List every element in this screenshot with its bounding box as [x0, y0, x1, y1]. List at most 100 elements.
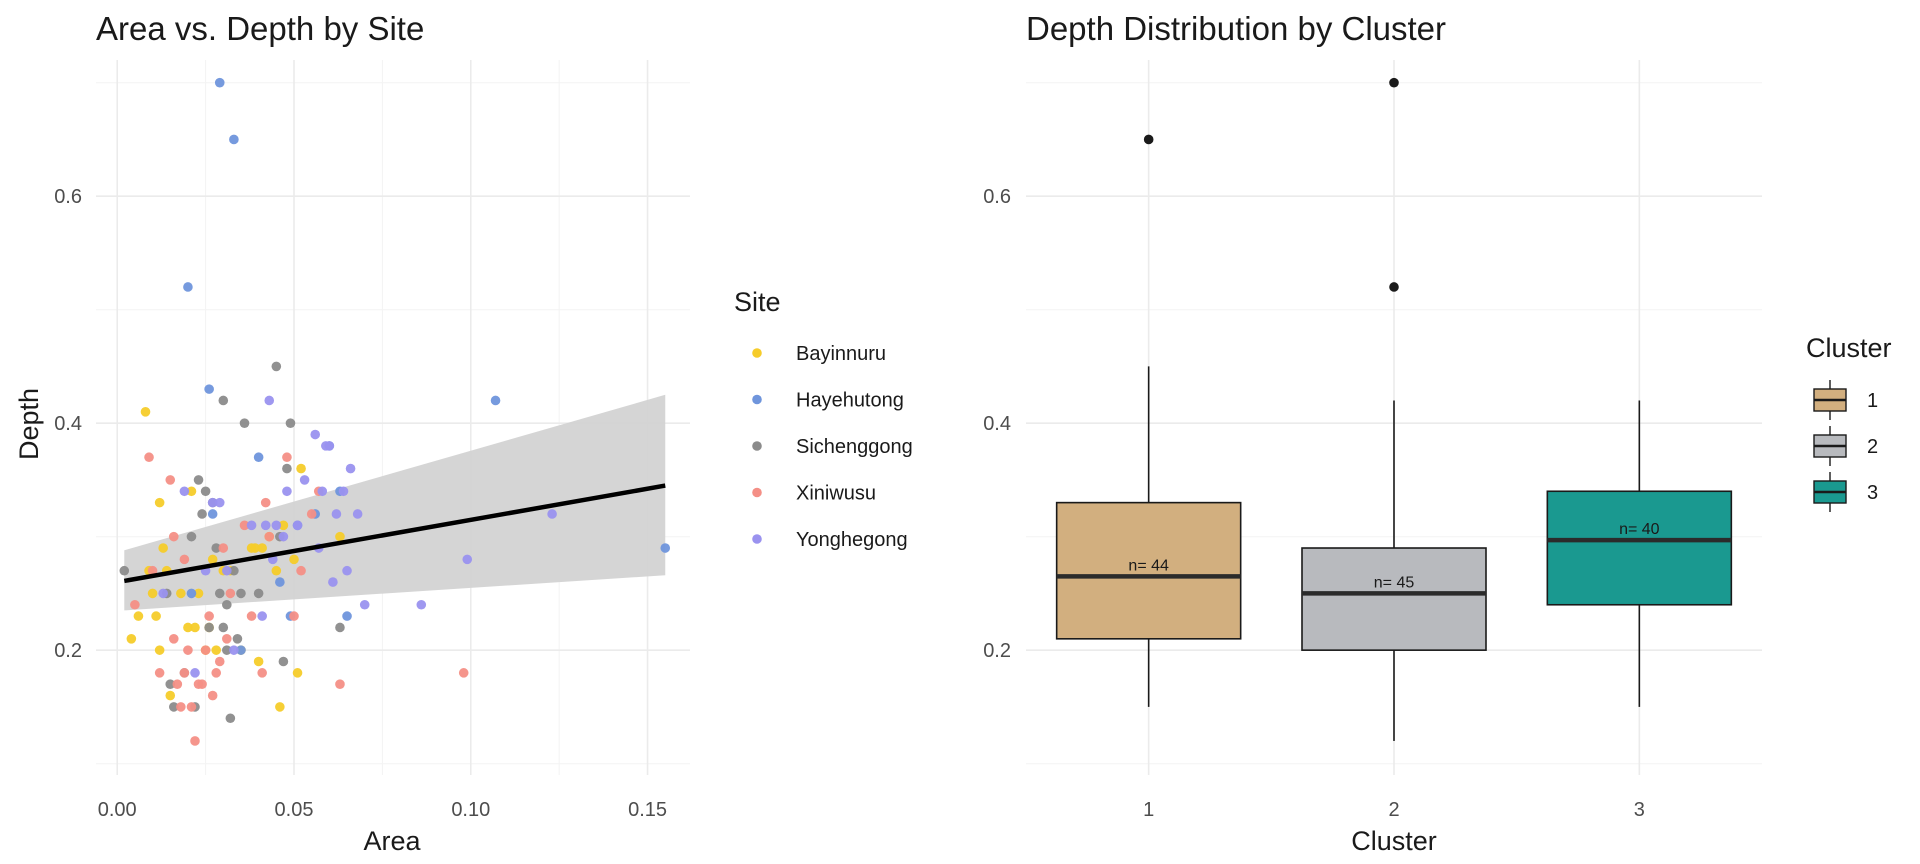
scatter-x-tick-label: 0.10: [451, 799, 490, 821]
scatter-point: [179, 554, 190, 565]
scatter-point: [253, 588, 264, 599]
boxplot-y-tick-label: 0.6: [983, 186, 1011, 208]
boxplot-x-tick-label: 1: [1143, 799, 1154, 821]
scatter-point: [133, 611, 144, 621]
cluster-legend-item: 2: [1813, 426, 1878, 466]
scatter-point: [299, 475, 310, 485]
scatter-point: [275, 577, 285, 587]
scatter-y-tick-label: 0.6: [54, 186, 82, 208]
scatter-point: [225, 588, 236, 599]
scatter-point: [660, 543, 671, 553]
scatter-point: [342, 565, 352, 576]
scatter-point: [359, 599, 370, 610]
scatter-point: [130, 599, 140, 610]
cluster-legend-item: 3: [1813, 472, 1878, 512]
scatter-point: [289, 611, 299, 621]
scatter-panel: Area vs. Depth by Site 0.00 0.05 0.10 0.15 …: [14, 10, 913, 856]
scatter-point: [222, 634, 232, 644]
scatter-point: [183, 282, 193, 292]
boxplot-x-tick-labels: 1 2 3: [1143, 799, 1645, 821]
boxplot-x-tick-label: 3: [1634, 799, 1645, 821]
scatter-point: [278, 531, 289, 542]
scatter-point: [165, 679, 176, 690]
scatter-point: [168, 634, 179, 644]
boxplot-y-tick-label: 0.2: [983, 640, 1011, 662]
scatter-point: [172, 679, 183, 690]
scatter-point: [222, 565, 232, 576]
cluster-legend: Cluster 1 2 3: [1806, 333, 1892, 512]
scatter-y-tick-label: 0.2: [54, 640, 82, 662]
box-body: [1055, 501, 1242, 640]
scatter-point: [190, 622, 200, 633]
scatter-point: [214, 497, 225, 508]
scatter-point: [328, 577, 338, 587]
scatter-point: [335, 531, 345, 542]
scatter-point: [271, 361, 282, 372]
scatter-point: [190, 668, 200, 678]
scatter-point: [204, 622, 214, 633]
scatter-point: [207, 497, 218, 508]
scatter-point: [342, 611, 352, 621]
site-legend-swatch: [752, 487, 762, 498]
site-legend: Site Bayinnuru Hayehutong Sichenggong Xiniw…: [734, 287, 913, 551]
scatter-point: [331, 509, 342, 519]
scatter-point: [158, 543, 168, 553]
scatter-point: [140, 407, 151, 417]
scatter-point: [186, 486, 197, 497]
scatter-point: [222, 599, 232, 610]
scatter-point: [260, 497, 271, 508]
boxplot-y-tick-labels: 0.2 0.4 0.6: [983, 186, 1011, 662]
scatter-point: [197, 509, 207, 519]
scatter-point: [239, 418, 250, 428]
scatter-point: [154, 645, 165, 655]
scatter-point: [264, 531, 275, 542]
scatter-point: [246, 611, 257, 621]
scatter-y-tick-labels: 0.2 0.4 0.6: [54, 186, 82, 662]
scatter-point: [211, 543, 222, 553]
scatter-point: [144, 452, 154, 463]
scatter-x-tick-label: 0.15: [628, 799, 667, 821]
scatter-point: [310, 429, 321, 440]
scatter-point: [186, 702, 197, 712]
boxplot-x-axis-title: Cluster: [1351, 826, 1437, 856]
scatter-point: [285, 418, 296, 428]
scatter-x-tick-label: 0.05: [275, 799, 314, 821]
scatter-point: [229, 134, 239, 145]
scatter-point: [229, 565, 239, 576]
scatter-point: [282, 452, 292, 463]
scatter-point: [179, 668, 190, 678]
boxplot-boxes: n= 44 n= 45 n= 40: [1055, 77, 1733, 741]
scatter-point: [257, 668, 267, 678]
scatter-point: [179, 486, 190, 497]
scatter-point: [253, 656, 264, 667]
regression-line: [123, 483, 666, 584]
site-legend-items: Bayinnuru Hayehutong Sichenggong Xiniwusu Yo…: [752, 343, 913, 551]
cluster-legend-item: 1: [1813, 380, 1878, 420]
scatter-point: [211, 645, 222, 655]
site-legend-label: Hayehutong: [796, 390, 904, 412]
scatter-point: [271, 520, 282, 531]
scatter-point: [296, 565, 306, 576]
scatter-point: [225, 713, 236, 724]
site-legend-swatch: [752, 394, 762, 405]
scatter-point: [200, 486, 211, 497]
site-legend-label: Yonghegong: [796, 529, 908, 551]
scatter-point: [250, 543, 260, 553]
scatter-point: [458, 668, 469, 678]
scatter-point: [260, 520, 271, 531]
scatter-point: [338, 486, 349, 497]
cluster-legend-label: 3: [1867, 482, 1878, 504]
cluster-legend-label: 1: [1867, 390, 1878, 412]
scatter-point: [147, 565, 158, 576]
scatter-point: [239, 520, 250, 531]
box-cluster-1: n= 44: [1055, 134, 1242, 707]
scatter-point: [271, 565, 282, 576]
scatter-point: [158, 588, 168, 599]
scatter-point: [207, 554, 218, 565]
scatter-point: [278, 520, 289, 531]
scatter-point: [186, 531, 197, 542]
scatter-point: [214, 77, 225, 88]
scatter-point: [211, 668, 222, 678]
cluster-legend-label: 2: [1867, 436, 1878, 458]
scatter-point: [335, 679, 345, 690]
